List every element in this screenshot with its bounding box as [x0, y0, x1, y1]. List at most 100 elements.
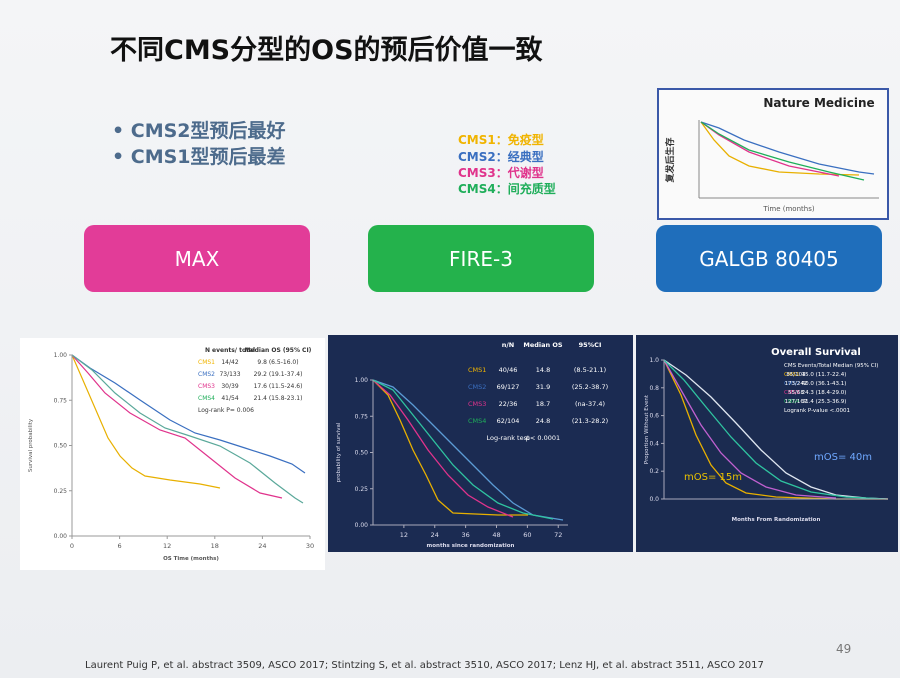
- y-tick-label: 0.00: [355, 522, 369, 529]
- inset-chart: Nature Medicine 复发后生存 Time (months): [664, 96, 879, 213]
- table-header: Median OS (95% CI): [245, 347, 312, 354]
- table-note: Logrank P-value <.0001: [784, 408, 850, 414]
- table-cell: 18.7: [536, 400, 550, 408]
- table-cell: 29.2 (19.1-37.4): [254, 371, 303, 378]
- x-tick-label: 30: [306, 542, 314, 550]
- curve: [71, 354, 304, 504]
- table-cell: (na-37.4): [575, 400, 605, 408]
- y-tick-label: 1.00: [355, 377, 369, 384]
- table-header: CMS Events/Total Median (95% CI): [784, 363, 878, 369]
- table-note: Log-rank P= 0.006: [198, 407, 254, 414]
- curve: [71, 354, 221, 489]
- table-cell: CMS1: [784, 372, 800, 378]
- page-number: 49: [836, 642, 852, 656]
- table-cell: CMS2: [468, 383, 486, 391]
- table-cell: (25.2-38.7): [572, 383, 608, 391]
- y-tick-label: 0.6: [649, 413, 659, 420]
- y-tick-label: 1.0: [649, 357, 659, 364]
- x-tick-label: 72: [554, 531, 562, 539]
- legend-entry: CMS3：代谢型: [458, 166, 544, 180]
- curve: [71, 354, 306, 474]
- x-tick-label: 18: [211, 542, 219, 550]
- table-cell: 9.8 (6.5-16.0): [257, 359, 298, 366]
- inset-figure: Nature Medicine 复发后生存 Time (months): [657, 88, 889, 220]
- x-axis-label: months since randomization: [427, 543, 515, 549]
- table-cell: 15.0 (11.7-22.4): [802, 372, 847, 378]
- y-axis-label: Survival probability: [28, 418, 34, 472]
- km-panel: 1.0 0.8 0.6 0.4 0.2 0.0 Proportion Without Eve…: [636, 335, 898, 552]
- annotation: mOS= 15m: [684, 472, 742, 483]
- table-cell: CMS3: [468, 400, 486, 408]
- table-cell: 85/104: [786, 372, 806, 378]
- y-tick-label: 0.75: [355, 413, 369, 420]
- trial-button: MAX: [84, 225, 310, 292]
- trial-button: GALGB 80405: [656, 225, 882, 292]
- table-cell: 24.8: [536, 417, 550, 425]
- x-tick-label: 60: [523, 531, 531, 539]
- y-tick-label: 0.25: [54, 488, 68, 495]
- table-cell: (21.3-28.2): [572, 417, 608, 425]
- table-cell: CMS3: [198, 383, 215, 390]
- x-tick-label: 36: [461, 531, 469, 539]
- y-tick-label: 0.75: [54, 397, 68, 404]
- table-cell: 22/36: [499, 400, 518, 408]
- legend-entry: CMS2：经典型: [458, 150, 544, 164]
- curve: [663, 359, 888, 500]
- bullet-text: CMS2型预后最好: [130, 120, 286, 142]
- y-tick-label: 0.25: [355, 486, 369, 493]
- y-tick-label: 0.2: [649, 468, 659, 475]
- table-cell: CMS1: [468, 366, 486, 374]
- table-note: p< 0.0001: [526, 434, 560, 442]
- footnote: Laurent Puig P, et al. abstract 3509, AS…: [85, 660, 764, 671]
- curve: [372, 379, 564, 521]
- inset-ylabel: 复发后生存: [664, 137, 676, 183]
- table-cell: 14/42: [221, 359, 238, 366]
- y-tick-label: 0.4: [649, 440, 659, 447]
- table-header: n/N: [502, 341, 514, 349]
- x-axis-label: Months From Randomization: [732, 517, 821, 523]
- bullet-text: CMS1型预后最差: [130, 146, 286, 168]
- x-tick-label: 0: [70, 542, 74, 550]
- table-cell: 14.8: [536, 366, 550, 374]
- table-header: N events/ total: [205, 347, 255, 354]
- table-cell: CMS3: [784, 390, 800, 396]
- table-cell: CMS2: [198, 371, 215, 378]
- curve: [663, 359, 837, 499]
- x-tick-label: 12: [163, 542, 171, 550]
- inset-title: Nature Medicine: [763, 96, 874, 110]
- x-tick-label: 48: [492, 531, 500, 539]
- trial-button: FIRE-3: [368, 225, 594, 292]
- curve: [663, 359, 889, 500]
- table-cell: 30/39: [221, 383, 238, 390]
- table-cell: 173/242: [785, 381, 808, 387]
- table-cell: (8.5-21.1): [574, 366, 606, 374]
- y-tick-label: 0.00: [54, 533, 68, 540]
- curve: [71, 354, 283, 499]
- table-cell: 17.6 (11.5-24.6): [254, 383, 303, 390]
- table-cell: 127/167: [785, 399, 808, 405]
- table-note: Log-rank test: [486, 434, 529, 442]
- table-header: Median OS: [523, 341, 563, 349]
- y-tick-label: 0.50: [54, 443, 68, 450]
- y-tick-label: 0.50: [355, 450, 369, 457]
- km-panel: 1.00 0.75 0.50 0.25 0.00 12 24 36 48 60 72 probabil…: [328, 335, 633, 552]
- table-cell: 40.0 (36.1-43.1): [802, 381, 847, 387]
- x-tick-label: 24: [258, 542, 266, 550]
- x-tick-label: 12: [400, 531, 408, 539]
- km-panel: 1.00 0.75 0.50 0.25 0.000 6 12 18 24 30 Survival p…: [20, 338, 325, 570]
- bullet: • CMS2型预后最好: [112, 120, 286, 142]
- table-cell: 69/127: [497, 383, 520, 391]
- inset-xlabel: Time (months): [762, 205, 814, 213]
- y-tick-label: 0.0: [649, 496, 659, 503]
- table-header: 95%CI: [579, 341, 602, 349]
- table-cell: 31.4 (25.3-36.9): [802, 399, 847, 405]
- curve: [700, 121, 875, 175]
- table-cell: CMS4: [198, 395, 215, 402]
- table-cell: 62/104: [497, 417, 520, 425]
- curve: [700, 121, 860, 176]
- curve: [663, 359, 887, 500]
- curve: [372, 379, 554, 520]
- panel-title: Overall Survival: [771, 347, 861, 358]
- curve: [372, 379, 528, 516]
- table-cell: 73/133: [219, 371, 240, 378]
